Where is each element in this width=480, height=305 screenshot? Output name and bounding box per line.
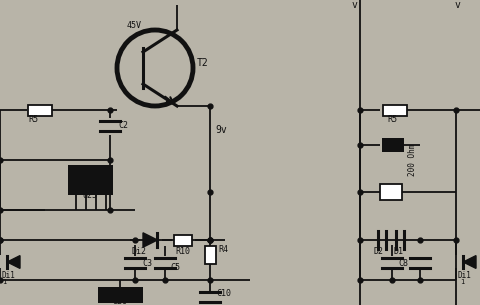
Polygon shape bbox=[143, 233, 157, 247]
Text: 1: 1 bbox=[460, 279, 464, 285]
Text: D2: D2 bbox=[374, 247, 384, 257]
Text: D1: D1 bbox=[393, 247, 403, 257]
Text: U25: U25 bbox=[82, 192, 97, 200]
Text: R4: R4 bbox=[218, 246, 228, 254]
Text: C10: C10 bbox=[216, 289, 231, 297]
Text: C5: C5 bbox=[170, 264, 180, 272]
Bar bbox=[383, 105, 407, 116]
Text: C2: C2 bbox=[118, 120, 128, 130]
Text: C3: C3 bbox=[142, 259, 152, 267]
Bar bbox=[28, 105, 52, 116]
Text: 45V: 45V bbox=[127, 21, 142, 30]
Bar bbox=[382, 138, 404, 152]
Text: U26: U26 bbox=[112, 296, 127, 305]
Bar bbox=[174, 235, 192, 246]
Text: C8: C8 bbox=[398, 259, 408, 267]
Text: Di1: Di1 bbox=[457, 271, 471, 279]
Polygon shape bbox=[463, 256, 476, 268]
Bar bbox=[68, 165, 112, 195]
Text: R5: R5 bbox=[387, 116, 397, 124]
Text: Di1: Di1 bbox=[2, 271, 16, 279]
Text: R10: R10 bbox=[175, 247, 190, 257]
Text: v: v bbox=[352, 0, 358, 10]
Text: Di2: Di2 bbox=[132, 247, 147, 257]
Text: 200 Ohm: 200 Ohm bbox=[408, 144, 417, 176]
Bar bbox=[97, 287, 143, 303]
Text: 9v: 9v bbox=[215, 125, 227, 135]
Text: R5: R5 bbox=[28, 116, 38, 124]
Polygon shape bbox=[7, 256, 20, 268]
Text: v: v bbox=[455, 0, 461, 10]
Bar bbox=[380, 184, 402, 200]
Text: T2: T2 bbox=[197, 58, 209, 68]
Bar bbox=[204, 246, 216, 264]
Text: 1: 1 bbox=[2, 279, 6, 285]
